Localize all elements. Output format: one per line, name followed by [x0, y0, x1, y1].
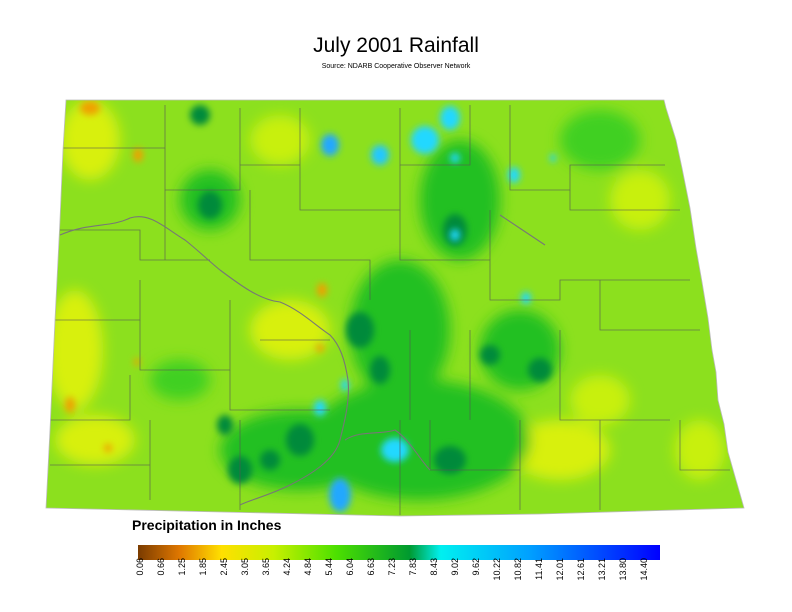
legend-tick-label: 14.40	[638, 558, 649, 581]
river-boundaries	[59, 214, 546, 506]
map-subtitle: Source: NDARB Cooperative Observer Netwo…	[321, 63, 471, 70]
rainfall-surface	[46, 100, 744, 516]
state-outline	[45, 99, 745, 517]
legend-colorbar	[138, 545, 660, 560]
map-title: July 2001 Rainfall	[313, 34, 479, 57]
legend-title: Precipitation in Inches	[132, 517, 282, 533]
county-boundaries	[50, 105, 730, 515]
